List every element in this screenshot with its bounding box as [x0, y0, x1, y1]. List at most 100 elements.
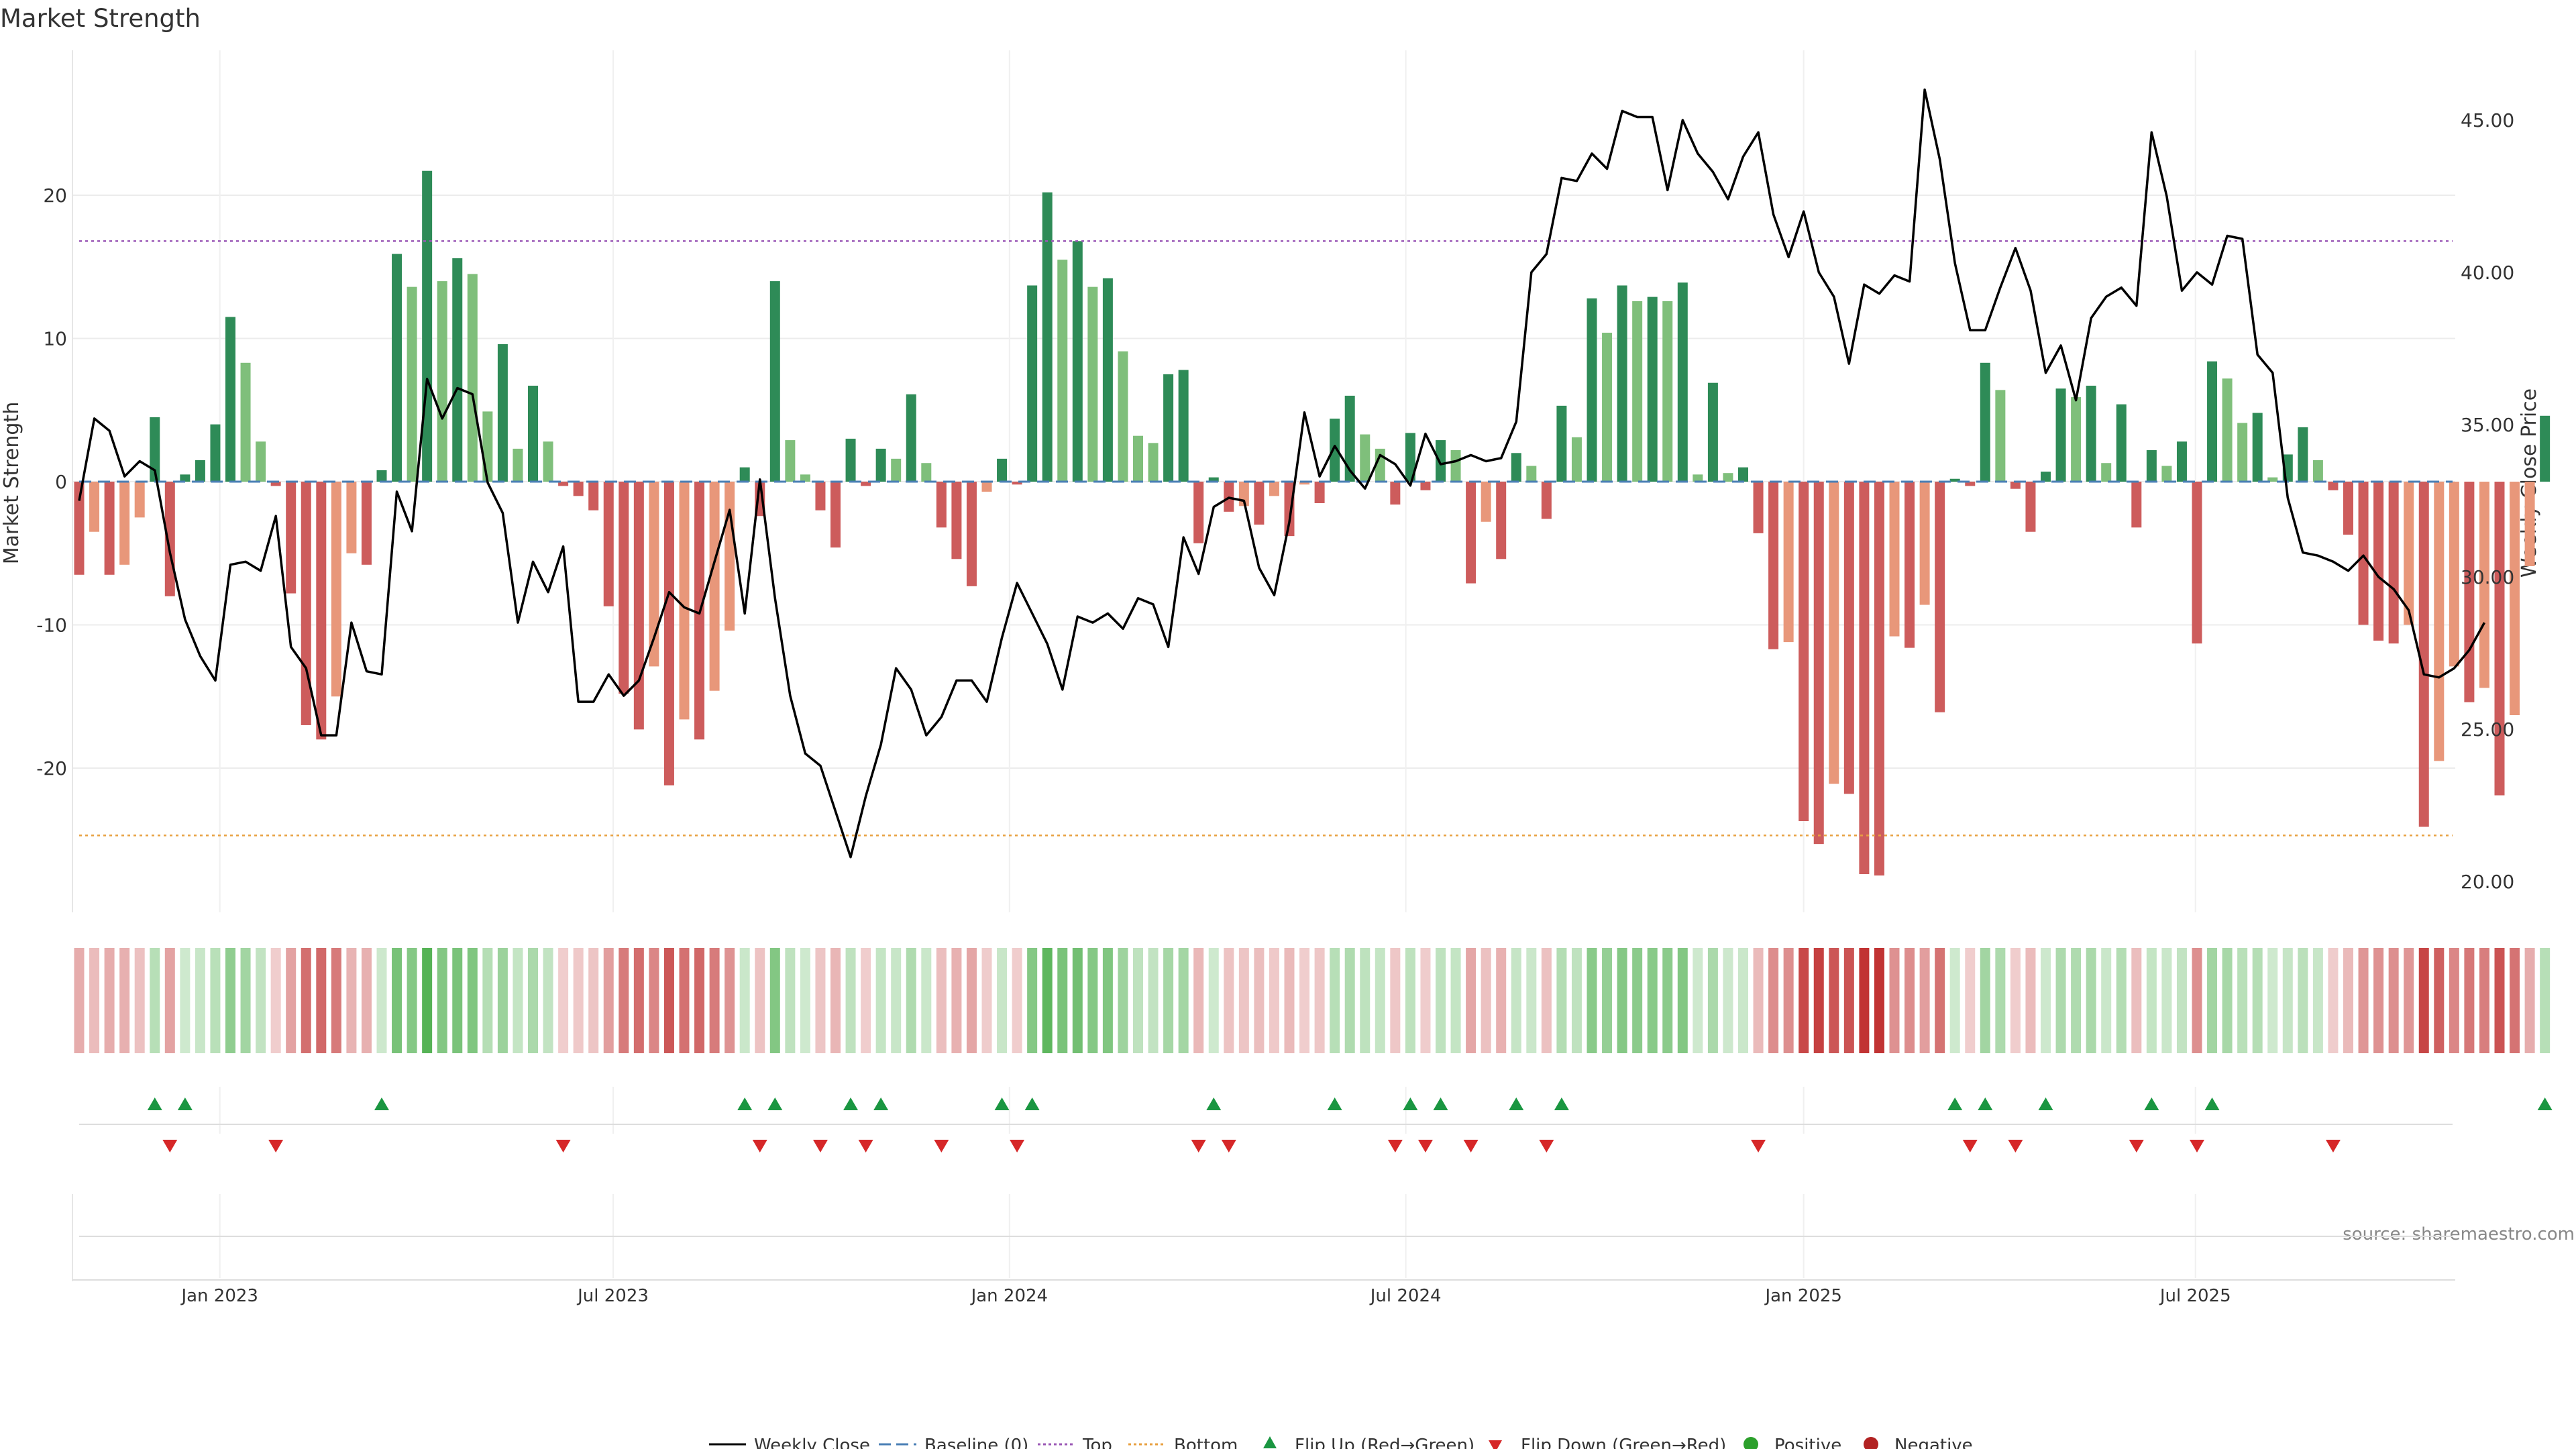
heat-cell — [150, 948, 160, 1053]
strength-bar — [361, 482, 372, 565]
heat-cell — [2282, 948, 2293, 1053]
heat-cell — [800, 948, 810, 1053]
legend-flip-down: Flip Down (Green→Red) — [1521, 1436, 1726, 1449]
heat-cell — [724, 948, 735, 1053]
heat-cell — [1768, 948, 1779, 1053]
heat-cell — [316, 948, 327, 1053]
strength-bar — [875, 448, 886, 482]
strength-bar — [1436, 440, 1446, 482]
flip-up-marker — [177, 1097, 193, 1110]
heat-cell — [1496, 948, 1507, 1053]
strength-bar — [376, 470, 387, 482]
heat-cell — [1208, 948, 1219, 1053]
flip-down-marker — [555, 1140, 571, 1152]
heat-cell — [1617, 948, 1627, 1053]
heat-cell — [1163, 948, 1174, 1053]
heat-cell — [361, 948, 372, 1053]
right-tick-label: 40.00 — [2461, 262, 2514, 284]
heat-cell — [270, 948, 281, 1053]
heat-cell — [2131, 948, 2142, 1053]
strength-heatmap — [74, 948, 2551, 1053]
strength-bar — [1723, 473, 1733, 482]
heat-cell — [1405, 948, 1415, 1053]
heat-cell — [1632, 948, 1643, 1053]
heat-cell — [180, 948, 191, 1053]
strength-bar — [1148, 443, 1159, 482]
heat-cell — [1799, 948, 1809, 1053]
strength-bar — [1768, 482, 1779, 649]
strength-bar — [1314, 482, 1325, 504]
heat-cell — [1042, 948, 1053, 1053]
strength-bar — [1072, 241, 1083, 482]
heat-cell — [619, 948, 629, 1053]
heat-cell — [1481, 948, 1491, 1053]
strength-bar — [558, 482, 569, 486]
heat-cell — [573, 948, 584, 1053]
flip-up-marker — [1554, 1097, 1569, 1110]
heat-cell — [603, 948, 614, 1053]
strength-bar — [2161, 466, 2172, 482]
strength-bar — [1102, 278, 1113, 482]
strength-bar — [845, 438, 856, 482]
heat-cell — [785, 948, 796, 1053]
flip-down-marker — [752, 1140, 767, 1152]
legend-top: Top — [1082, 1436, 1112, 1449]
heat-cell — [1344, 948, 1355, 1053]
strength-bar — [997, 458, 1008, 482]
flip-up-marker — [1433, 1097, 1448, 1110]
heat-cell — [558, 948, 569, 1053]
heat-cell — [1511, 948, 1521, 1053]
heat-cell — [134, 948, 145, 1053]
strength-bar — [180, 474, 191, 482]
heat-cell — [755, 948, 765, 1053]
strength-bar — [1193, 482, 1204, 543]
strength-bar — [2025, 482, 2036, 532]
chart-title: Market Strength — [0, 4, 201, 33]
strength-bar — [316, 482, 327, 740]
heat-cell — [286, 948, 297, 1053]
heat-cell — [1677, 948, 1688, 1053]
legend: Weekly Close Baseline (0) Top Bottom Fli… — [709, 1436, 1973, 1449]
strength-bar — [951, 482, 962, 559]
strength-bar — [1677, 282, 1688, 482]
heat-cell — [1133, 948, 1143, 1053]
heat-cell — [1450, 948, 1461, 1053]
left-tick-label: -10 — [36, 614, 67, 637]
left-tick-label: -20 — [36, 757, 67, 780]
heat-cell — [1466, 948, 1477, 1053]
strength-bar — [407, 286, 417, 482]
strength-bar — [966, 482, 977, 586]
strength-bar — [1087, 286, 1098, 482]
heat-cell — [815, 948, 826, 1053]
strength-bar — [150, 417, 160, 482]
flip-down-marker — [858, 1140, 873, 1152]
strength-bar — [2540, 415, 2551, 482]
strength-bar — [1420, 482, 1431, 490]
heat-cell — [2494, 948, 2505, 1053]
strength-bar — [1466, 482, 1477, 584]
heat-cell — [407, 948, 417, 1053]
heat-cell — [1662, 948, 1673, 1053]
heat-cell — [482, 948, 493, 1053]
strength-bar — [1057, 260, 1068, 482]
heat-cell — [467, 948, 478, 1053]
right-tick-label: 20.00 — [2461, 871, 2514, 893]
heat-cell — [861, 948, 871, 1053]
strength-bar — [1813, 482, 1824, 845]
strength-bar — [2479, 482, 2489, 688]
heat-cell — [2161, 948, 2172, 1053]
legend-positive: Positive — [1774, 1436, 1841, 1449]
y-axis-label-left: Market Strength — [0, 402, 23, 564]
strength-bar — [2464, 482, 2475, 702]
flip-up-marker — [994, 1097, 1010, 1110]
heat-cell — [830, 948, 841, 1053]
strength-bar — [286, 482, 297, 594]
heat-cell — [1254, 948, 1265, 1053]
flip-down-marker — [1221, 1140, 1236, 1152]
strength-bar — [769, 281, 780, 482]
strength-bar — [1496, 482, 1507, 559]
strength-bar — [2373, 482, 2384, 641]
flip-down-marker — [162, 1140, 178, 1152]
x-tick-label: Jul 2025 — [2159, 1286, 2231, 1306]
